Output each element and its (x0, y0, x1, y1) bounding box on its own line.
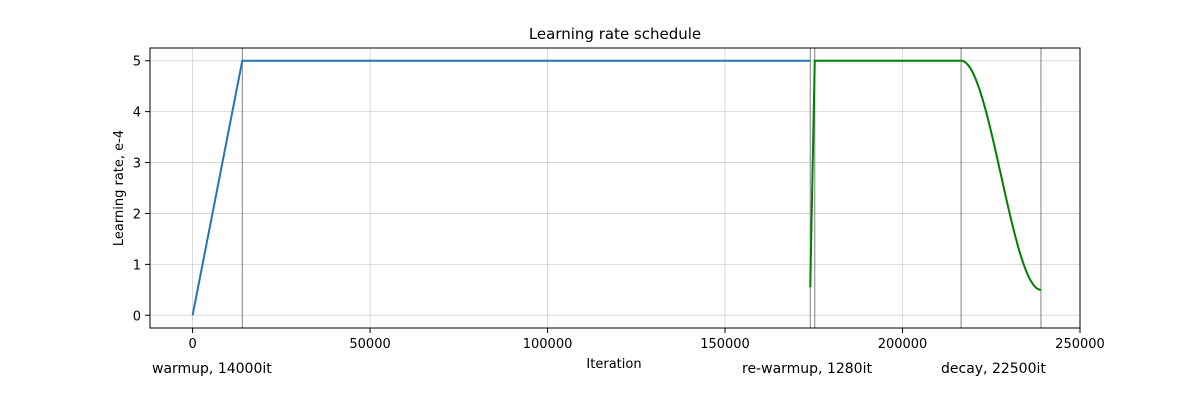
chart-title: Learning rate schedule (529, 25, 701, 43)
series-line-warmup-constant (191, 59, 811, 316)
x-tick-label: 50000 (349, 337, 390, 352)
x-tick-label: 0 (188, 337, 196, 352)
x-axis-label: Iteration (586, 357, 641, 372)
annotation-rewarmup: re-warmup, 1280it (742, 361, 872, 377)
y-tick-label: 1 (133, 258, 141, 273)
annotation-decay: decay, 22500it (941, 361, 1046, 377)
series-lines (191, 59, 1042, 316)
x-axis-ticks: 0 50000 100000 150000 200000 250000 (188, 328, 1105, 352)
y-tick-label: 5 (133, 55, 141, 70)
y-tick-label: 4 (133, 106, 141, 121)
annotation-warmup: warmup, 14000it (152, 361, 272, 377)
x-tick-label: 250000 (1055, 337, 1105, 352)
x-tick-label: 100000 (523, 337, 573, 352)
series-line-rewarmup-decay (809, 59, 1042, 291)
plot-frame (149, 47, 1081, 329)
vertical-markers (241, 48, 1042, 328)
y-axis-label: Learning rate, e-4 (112, 130, 127, 246)
x-tick-label: 150000 (700, 337, 750, 352)
y-tick-label: 2 (133, 207, 141, 222)
x-tick-label: 200000 (878, 337, 928, 352)
y-tick-label: 0 (133, 309, 141, 324)
y-axis-ticks: 0 1 2 3 4 5 (133, 55, 150, 324)
y-tick-label: 3 (133, 157, 141, 172)
grid (150, 48, 1081, 328)
